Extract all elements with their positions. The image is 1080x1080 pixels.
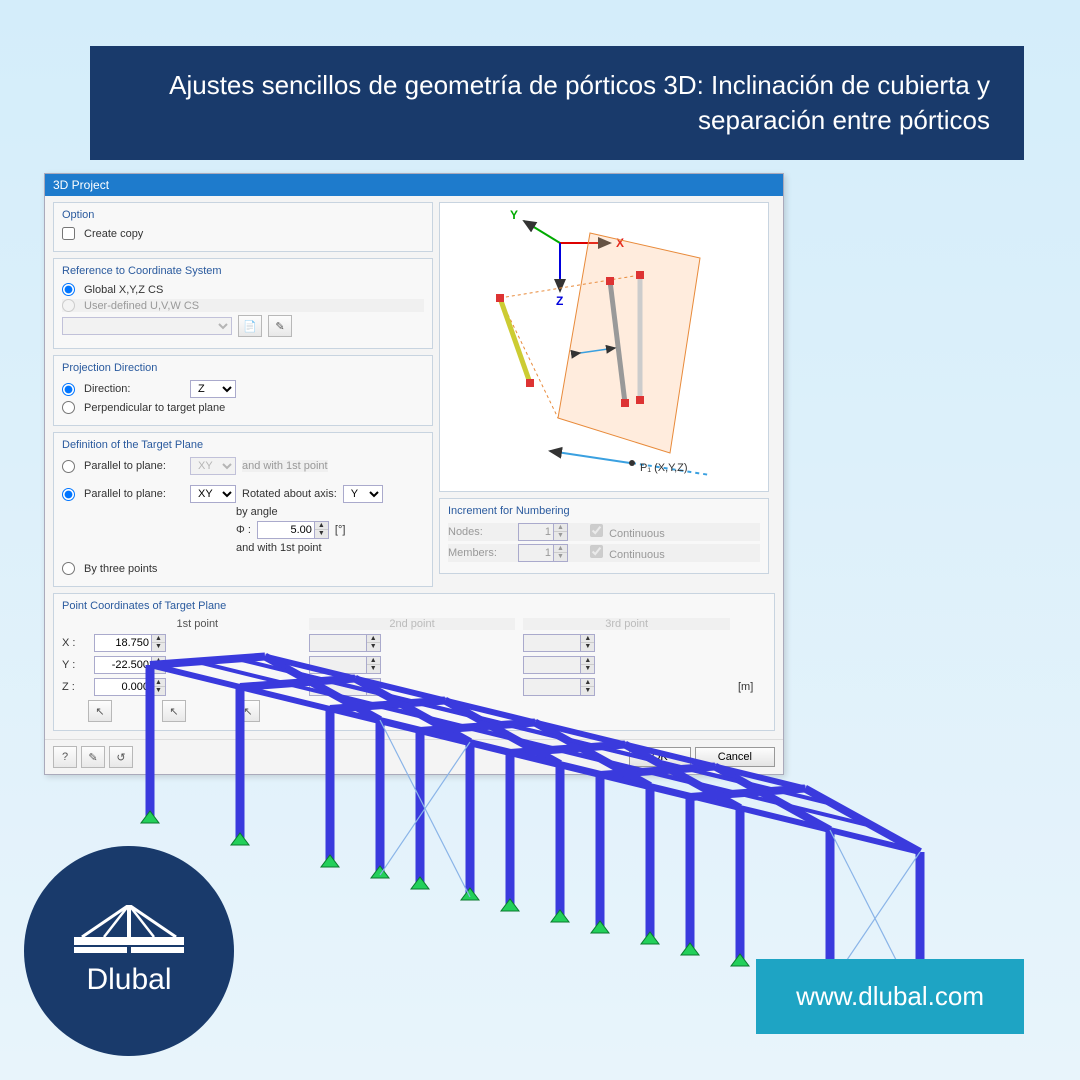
continuous-checkbox: Continuous — [590, 545, 665, 561]
option-group: Option Create copy — [53, 202, 433, 252]
y2-spinner: ▲▼ — [309, 656, 516, 674]
cs-select — [62, 317, 232, 335]
reference-cs-group: Reference to Coordinate System Global X,… — [53, 258, 433, 349]
brand-name: Dlubal — [86, 963, 171, 997]
group-label: Projection Direction — [62, 362, 424, 374]
x2-spinner: ▲▼ — [309, 634, 516, 652]
angle-spinner[interactable]: ▲▼ — [257, 521, 329, 539]
x1-spinner[interactable]: ▲▼ — [94, 634, 301, 652]
project-dialog: 3D Project Option Create copy Reference … — [44, 173, 784, 775]
url-banner: www.dlubal.com — [756, 959, 1024, 1034]
parallel1-radio[interactable]: Parallel to plane: XY and with 1st point — [62, 457, 424, 475]
y3-spinner: ▲▼ — [523, 656, 730, 674]
unit-label: [°] — [335, 524, 346, 536]
perpendicular-radio[interactable]: Perpendicular to target plane — [62, 401, 424, 414]
group-label: Point Coordinates of Target Plane — [62, 600, 766, 612]
z3-spinner: ▲▼ — [523, 678, 730, 696]
target-plane-group: Definition of the Target Plane Parallel … — [53, 432, 433, 587]
svg-text:Y: Y — [510, 208, 518, 222]
unit-label: [m] — [738, 681, 766, 693]
create-copy-checkbox[interactable]: Create copy — [62, 227, 424, 240]
settings-icon[interactable]: ✎ — [81, 746, 105, 768]
axis-select[interactable]: Y — [343, 485, 383, 503]
plane2-select[interactable]: XY — [190, 485, 236, 503]
user-cs-radio: User-defined U,V,W CS — [62, 299, 424, 312]
projection-direction-group: Projection Direction Direction: Z Perpen… — [53, 355, 433, 426]
y1-spinner[interactable]: ▲▼ — [94, 656, 301, 674]
edit-cs-icon[interactable]: ✎ — [268, 315, 292, 337]
z1-spinner[interactable]: ▲▼ — [94, 678, 301, 696]
col-header: 2nd point — [309, 618, 516, 630]
radio-label: User-defined U,V,W CS — [84, 300, 199, 312]
pick-point1-icon[interactable]: ↖ — [88, 700, 112, 722]
field-label: Nodes: — [448, 526, 512, 538]
global-cs-radio[interactable]: Global X,Y,Z CS — [62, 283, 424, 296]
field-label: Rotated about axis: — [242, 488, 337, 500]
pick-point2-icon: ↖ — [162, 700, 186, 722]
increment-group: Increment for Numbering Nodes: ▲▼ Contin… — [439, 498, 769, 574]
point-coords-group: Point Coordinates of Target Plane 1st po… — [53, 593, 775, 731]
radio-label: Perpendicular to target plane — [84, 402, 225, 414]
group-label: Definition of the Target Plane — [62, 439, 424, 451]
radio-label: Direction: — [84, 383, 184, 395]
brand-logo: Dlubal — [24, 846, 234, 1056]
col-header: 3rd point — [523, 618, 730, 630]
new-cs-icon[interactable]: 📄 — [238, 315, 262, 337]
by-three-points-radio[interactable]: By three points — [62, 562, 424, 575]
radio-label: Parallel to plane: — [84, 488, 184, 500]
row-label: Y : — [62, 659, 86, 671]
dialog-title: 3D Project — [45, 174, 783, 196]
radio-label: By three points — [84, 563, 157, 575]
parallel2-radio[interactable]: Parallel to plane: XY Rotated about axis… — [62, 485, 424, 503]
restore-icon[interactable]: ↺ — [109, 746, 133, 768]
preview-panel: X Y Z — [439, 202, 769, 492]
row-label: X : — [62, 637, 86, 649]
radio-label: Parallel to plane: — [84, 460, 184, 472]
field-label: Members: — [448, 547, 512, 559]
title-banner: Ajustes sencillos de geometría de pórtic… — [90, 46, 1024, 160]
hint-text: and with 1st point — [236, 542, 322, 554]
plane1-select: XY — [190, 457, 236, 475]
help-icon[interactable]: ? — [53, 746, 77, 768]
group-label: Option — [62, 209, 424, 221]
z2-spinner: ▲▼ — [309, 678, 516, 696]
row-label: Z : — [62, 681, 86, 693]
x3-spinner: ▲▼ — [523, 634, 730, 652]
cancel-button[interactable]: Cancel — [695, 747, 775, 767]
field-label: by angle — [236, 506, 278, 518]
nodes-spinner: ▲▼ — [518, 523, 568, 541]
direction-select[interactable]: Z — [190, 380, 236, 398]
pick-point3-icon: ↖ — [236, 700, 260, 722]
svg-text:P₁ (X,Y,Z): P₁ (X,Y,Z) — [640, 462, 688, 474]
svg-text:Z: Z — [556, 294, 563, 308]
checkbox-label: Create copy — [84, 228, 143, 240]
direction-radio[interactable]: Direction: Z — [62, 380, 424, 398]
col-header: 1st point — [94, 618, 301, 630]
dialog-button-bar: ? ✎ ↺ OK Cancel — [45, 739, 783, 774]
ok-button[interactable]: OK — [629, 747, 691, 767]
group-label: Increment for Numbering — [448, 505, 760, 517]
hint-text: and with 1st point — [242, 460, 328, 472]
group-label: Reference to Coordinate System — [62, 265, 424, 277]
field-label: Φ : — [236, 524, 251, 536]
bridge-icon — [74, 905, 184, 955]
continuous-checkbox: Continuous — [590, 524, 665, 540]
members-spinner: ▲▼ — [518, 544, 568, 562]
radio-label: Global X,Y,Z CS — [84, 284, 163, 296]
